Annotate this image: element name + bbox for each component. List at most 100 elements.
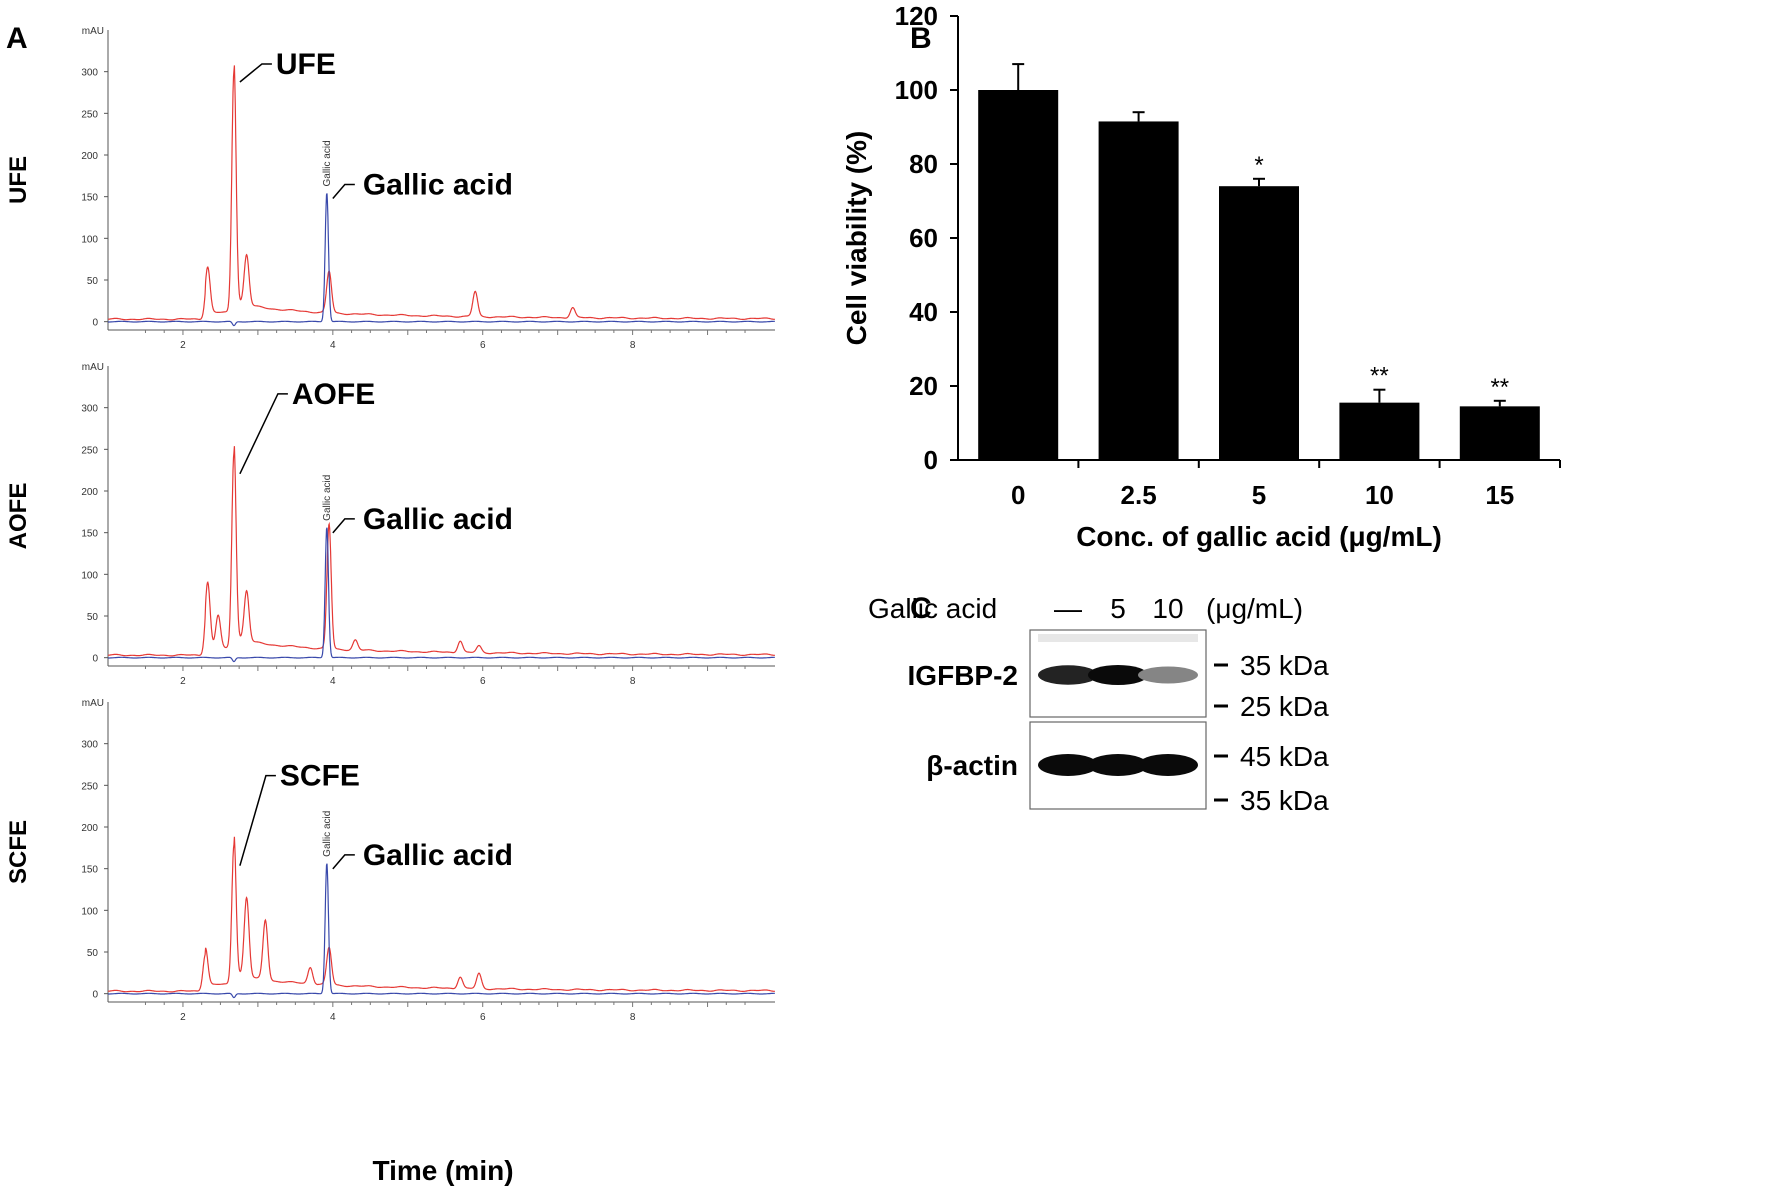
gallic-acid-leader <box>332 854 355 870</box>
chromatogram-x-title: Time (min) <box>372 1155 513 1186</box>
chromatogram-x-tick-label: 4 <box>330 1012 336 1023</box>
gallic-acid-leader <box>332 518 355 534</box>
chromatogram-y-tick-label: 250 <box>81 109 98 120</box>
bar-5 <box>1219 186 1299 460</box>
chromatogram-y-tick-label: 150 <box>81 529 98 540</box>
chromatogram-y-tick-label: 100 <box>81 906 98 917</box>
extract-trace <box>108 446 776 657</box>
chromatogram-y-unit: mAU <box>82 698 104 709</box>
gallic-acid-label: Gallic acid <box>363 503 513 536</box>
gallic-acid-trace <box>108 863 775 999</box>
panel-letter-c: C <box>910 592 932 625</box>
blot-band <box>1038 665 1098 685</box>
blot-lane-label: — <box>1054 593 1082 624</box>
bar-y-tick-label: 20 <box>909 371 938 401</box>
blot-band <box>1138 666 1198 684</box>
bar-chart: 0 20 40 60 80 100 120 0 2.5 * 5 ** 10 ** 15 Conc. of ga… <box>841 1 1561 552</box>
blot-igfbp2: IGFBP-2 35 kDa 25 kDa <box>908 629 1329 722</box>
blot-background-smear <box>1038 634 1198 642</box>
extract-label: UFE <box>276 48 336 81</box>
blot-marker-label: 45 kDa <box>1240 741 1329 772</box>
bar-y-tick-label: 120 <box>895 1 938 31</box>
bar-x-tick-label: 15 <box>1485 480 1514 510</box>
bar-y-tick-label: 40 <box>909 297 938 327</box>
chromatogram-y-tick-label: 150 <box>81 865 98 876</box>
chromatogram-x-tick-label: 6 <box>480 676 486 687</box>
chromatogram-ufe: mAU 0 50 100 150 200 250 300 2 4 6 8 UFE Gallic acid G… <box>5 26 776 351</box>
chromatogram-x-tick-label: 2 <box>180 340 186 351</box>
blot-band <box>1038 754 1098 776</box>
chromatogram-row-label: AOFE <box>5 483 32 550</box>
gallic-acid-peak-tag: Gallic acid <box>322 475 333 521</box>
chromatogram-y-tick-label: 250 <box>81 781 98 792</box>
blot-protein-label: β-actin <box>926 750 1018 781</box>
chromatogram-y-tick-label: 150 <box>81 193 98 204</box>
bar-10 <box>1339 402 1420 460</box>
gallic-acid-trace <box>108 527 775 663</box>
gallic-acid-peak-tag: Gallic acid <box>322 140 333 186</box>
blot-band <box>1138 754 1198 776</box>
blot-treatment-label: Gallic acid <box>868 593 997 624</box>
gallic-acid-trace <box>108 193 775 327</box>
significance-mark: ** <box>1490 374 1509 401</box>
chromatogram-y-tick-label: 300 <box>81 740 98 751</box>
blot-unit: (μg/mL) <box>1206 593 1303 624</box>
chromatogram-y-tick-label: 0 <box>92 990 98 1001</box>
bar-15 <box>1459 406 1540 460</box>
extract-trace <box>108 836 776 993</box>
chromatogram-y-tick-label: 0 <box>92 318 98 329</box>
blot-protein-label: IGFBP-2 <box>908 660 1018 691</box>
blot-beta-actin: β-actin 45 kDa 35 kDa <box>926 721 1329 816</box>
gallic-acid-label: Gallic acid <box>363 839 513 872</box>
bar-y-tick-label: 60 <box>909 223 938 253</box>
bar-x-tick-label: 5 <box>1252 480 1266 510</box>
blot-lane-label: 5 <box>1110 593 1126 624</box>
chromatogram-x-tick-label: 6 <box>480 1012 486 1023</box>
chromatogram-y-unit: mAU <box>82 362 104 373</box>
panel-letter-a: A <box>6 22 28 55</box>
chromatogram-x-tick-label: 4 <box>330 340 336 351</box>
chromatogram-x-tick-label: 4 <box>330 676 336 687</box>
gallic-acid-label: Gallic acid <box>363 169 513 202</box>
chromatogram-row-label: SCFE <box>5 820 32 884</box>
extract-leader <box>239 63 272 83</box>
chromatogram-y-tick-label: 300 <box>81 68 98 79</box>
chromatogram-x-tick-label: 8 <box>630 340 636 351</box>
chromatogram-y-tick-label: 200 <box>81 151 98 162</box>
chromatogram-x-tick-label: 6 <box>480 340 486 351</box>
extract-leader <box>239 393 288 475</box>
bar-y-title: Cell viability (%) <box>841 131 872 346</box>
chromatogram-row-label: UFE <box>5 156 32 204</box>
chromatogram-y-tick-label: 300 <box>81 404 98 415</box>
western-blot: Gallic acid — 5 10 (μg/mL) IGFBP-2 35 kDa 25 kD… <box>868 593 1329 816</box>
chromatogram-y-unit: mAU <box>82 26 104 37</box>
chromatogram-x-tick-label: 2 <box>180 676 186 687</box>
bar-x-tick-label: 0 <box>1011 480 1025 510</box>
chromatogram-scfe: mAU 0 50 100 150 200 250 300 2 4 6 8 SCFE Gallic acid… <box>5 698 776 1023</box>
chromatogram-x-tick-label: 8 <box>630 1012 636 1023</box>
chromatogram-y-tick-label: 50 <box>87 276 99 287</box>
chromatogram-x-tick-label: 2 <box>180 1012 186 1023</box>
bar-x-title: Conc. of gallic acid (μg/mL) <box>1076 521 1442 552</box>
blot-marker-label: 35 kDa <box>1240 785 1329 816</box>
chromatogram-y-tick-label: 200 <box>81 487 98 498</box>
extract-label: SCFE <box>280 760 360 793</box>
chromatogram-x-tick-label: 8 <box>630 676 636 687</box>
bar-x-tick-label: 10 <box>1365 480 1394 510</box>
blot-marker-label: 25 kDa <box>1240 691 1329 722</box>
extract-trace <box>108 65 776 321</box>
bar-x-tick-label: 2.5 <box>1121 480 1157 510</box>
blot-band <box>1088 754 1148 776</box>
blot-marker-label: 35 kDa <box>1240 650 1329 681</box>
chromatogram-y-tick-label: 50 <box>87 612 99 623</box>
panel-letter-b: B <box>910 22 932 55</box>
chromatogram-y-tick-label: 100 <box>81 570 98 581</box>
blot-band <box>1088 665 1148 685</box>
blot-lane-label: 10 <box>1152 593 1183 624</box>
extract-label: AOFE <box>292 378 375 411</box>
chromatogram-aofe: mAU 0 50 100 150 200 250 300 2 4 6 8 AOFE Gallic acid… <box>5 362 776 687</box>
chromatogram-y-tick-label: 200 <box>81 823 98 834</box>
bar-y-tick-label: 0 <box>924 445 938 475</box>
